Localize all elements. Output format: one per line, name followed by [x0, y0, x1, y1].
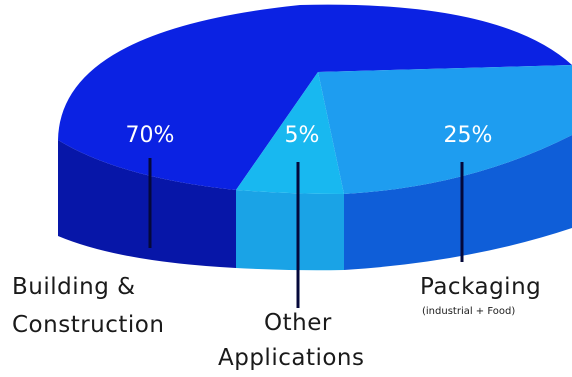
category-label-other-line2: Applications: [218, 345, 365, 371]
category-label-building-line2: Construction: [12, 312, 165, 338]
value-label-packaging: 25%: [444, 123, 493, 148]
slice-building-top: [58, 4, 572, 191]
slice-other-side: [236, 190, 344, 271]
category-label-building-line1: Building &: [12, 274, 136, 300]
slice-other-top: [236, 72, 344, 194]
category-label-packaging: Packaging: [420, 274, 542, 300]
slice-packaging-top: [318, 65, 572, 194]
slice-packaging-side: [344, 135, 572, 270]
category-sublabel-packaging: (industrial + Food): [422, 306, 516, 317]
value-label-other: 5%: [285, 123, 320, 148]
category-label-other-line1: Other: [264, 310, 332, 336]
slice-building-side: [58, 140, 236, 268]
value-label-building: 70%: [126, 123, 175, 148]
